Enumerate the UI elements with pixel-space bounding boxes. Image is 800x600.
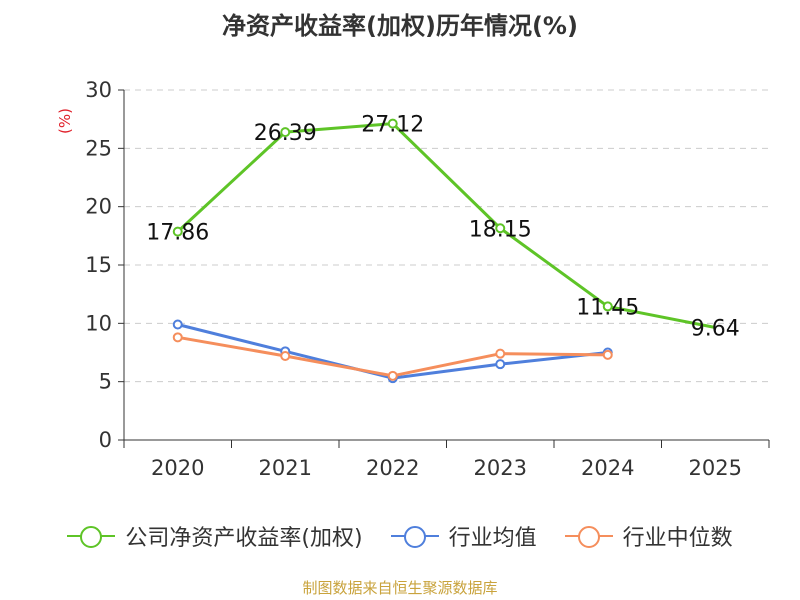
data-label: 9.64 <box>691 317 740 342</box>
y-tick-label: 10 <box>85 311 112 335</box>
data-point <box>172 226 183 237</box>
chart-title: 净资产收益率(加权)历年情况(%) <box>222 12 578 40</box>
x-tick-label: 2022 <box>366 456 419 480</box>
data-label: 11.45 <box>576 295 639 320</box>
data-point <box>280 351 291 361</box>
x-tick-label: 2023 <box>474 456 527 480</box>
legend-swatch-industry-mean <box>390 525 439 548</box>
data-point <box>495 348 506 359</box>
data-point <box>387 370 398 381</box>
legend-swatch-industry-median <box>564 525 613 548</box>
y-tick-label: 30 <box>85 78 112 102</box>
data-source: 制图数据来自恒生聚源数据库 <box>302 579 498 597</box>
series-line-0 <box>176 122 716 330</box>
data-point <box>602 349 613 360</box>
y-tick-label: 15 <box>85 253 112 277</box>
data-point <box>387 118 398 129</box>
legend-label-industry-median: 行业中位数 <box>622 526 733 551</box>
data-point <box>172 319 183 330</box>
legend-item-company[interactable]: 公司净资产收益率(加权) <box>67 520 363 552</box>
y-tick-label: 5 <box>99 370 112 394</box>
y-tick-label: 20 <box>85 195 112 219</box>
data-point <box>495 359 506 370</box>
legend-item-industry-median[interactable]: 行业中位数 <box>564 520 733 552</box>
legend-label-company: 公司净资产收益率(加权) <box>125 526 363 551</box>
x-tick-label: 2025 <box>689 456 742 480</box>
y-tick-label: 25 <box>85 136 112 160</box>
series-line-2 <box>177 335 608 378</box>
data-label: 18.15 <box>469 217 532 242</box>
data-label: 27.12 <box>361 113 424 138</box>
legend: 公司净资产收益率(加权) 行业均值 行业中位数 <box>0 520 800 552</box>
legend-label-industry-mean: 行业均值 <box>448 526 537 551</box>
data-label: 26.39 <box>254 121 317 146</box>
data-point <box>172 332 183 343</box>
x-tick-label: 2020 <box>151 456 204 480</box>
data-point <box>602 301 613 312</box>
data-label: 17.86 <box>146 221 209 246</box>
data-point <box>495 223 506 234</box>
x-tick-label: 2024 <box>581 456 634 480</box>
series-line-1 <box>177 323 608 380</box>
data-point <box>280 127 291 138</box>
legend-swatch-company <box>67 525 116 548</box>
legend-item-industry-mean[interactable]: 行业均值 <box>390 520 537 552</box>
y-tick-label: 0 <box>99 428 112 452</box>
x-tick-label: 2021 <box>259 456 312 480</box>
